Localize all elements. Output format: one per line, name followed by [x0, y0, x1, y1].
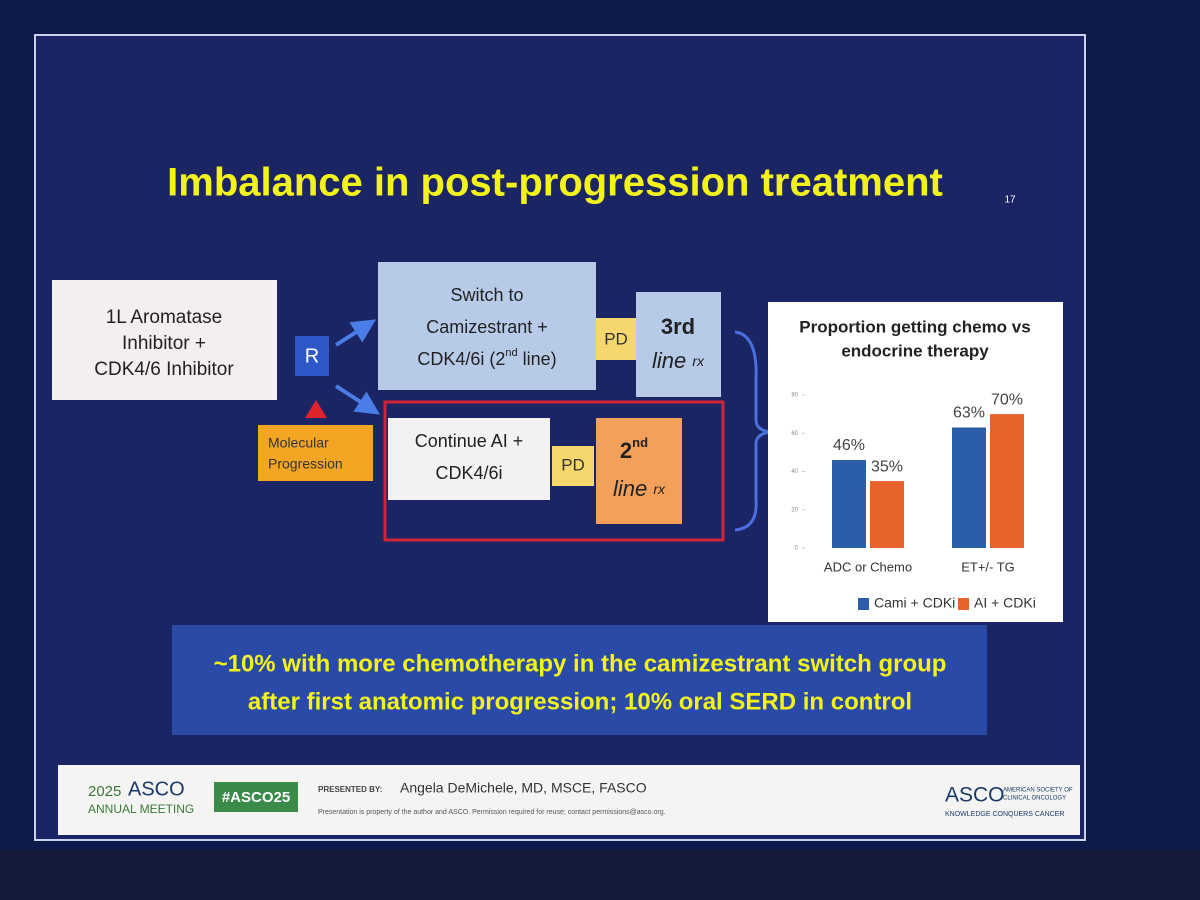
org-logo: ASCO	[945, 784, 1005, 807]
bar	[952, 427, 986, 548]
banner-text: after first anatomic progression; 10% or…	[248, 688, 912, 715]
bar	[832, 460, 866, 548]
notice: Presentation is property of the author a…	[318, 809, 666, 816]
label-part: line)	[518, 349, 557, 369]
node-label: Continue AI +	[415, 431, 524, 451]
node-label: line rx	[613, 476, 666, 501]
label-part: rx	[653, 481, 666, 497]
footer	[58, 765, 1080, 835]
value-label: 63%	[953, 405, 985, 422]
footer-year: 2025	[88, 783, 121, 800]
arrow	[334, 384, 381, 415]
hashtag-badge	[214, 782, 298, 812]
legend-swatch	[958, 598, 969, 610]
node-label: PD	[604, 329, 628, 348]
label-part: line	[652, 348, 692, 373]
chart-title: endocrine therapy	[841, 341, 989, 360]
node-label: PD	[561, 455, 585, 474]
y-tick-label: 20	[791, 507, 798, 513]
hashtag: #ASCO25	[222, 789, 290, 806]
banner-text: ~10% with more chemotherapy in the camiz…	[214, 650, 947, 677]
node-label: Camizestrant +	[426, 317, 548, 337]
footer-meeting-sub: ANNUAL MEETING	[88, 802, 194, 816]
value-label: 70%	[991, 391, 1023, 408]
slide-title: Imbalance in post-progression treatment	[167, 161, 943, 205]
pd-node	[552, 446, 594, 486]
triangle-marker	[305, 400, 327, 418]
y-tick-label: 0	[795, 546, 799, 552]
stage-floor	[0, 850, 1200, 900]
node-label: 2nd	[620, 435, 648, 462]
node-label: Progression	[268, 456, 343, 472]
x-tick-label: ET+/- TG	[961, 559, 1015, 574]
bar-chart: Proportion getting chemo vs endocrine th…	[791, 317, 1036, 610]
node-label: 3rd	[661, 314, 695, 339]
tagline: KNOWLEDGE CONQUERS CANCER	[945, 811, 1064, 818]
highlight-frame	[383, 400, 725, 542]
node-label: Inhibitor +	[122, 333, 206, 354]
node-label: CDK4/6 Inhibitor	[94, 359, 234, 380]
value-label: 35%	[871, 458, 903, 475]
node-label: Switch to	[450, 285, 523, 305]
bar	[990, 414, 1024, 548]
start-node	[52, 280, 277, 400]
legend-swatch	[858, 598, 869, 610]
third-line-node	[636, 292, 721, 397]
org-full: AMERICAN SOCIETY OF	[1003, 788, 1073, 794]
node-label: line rx	[652, 348, 705, 373]
label-part: rx	[692, 353, 705, 369]
x-tick-label: ADC or Chemo	[824, 559, 912, 574]
label-part: CDK4/6i (2	[417, 349, 505, 369]
second-line-node	[596, 418, 682, 524]
footer-meeting: ASCO	[128, 778, 185, 800]
org-full: CLINICAL ONCOLOGY	[1003, 796, 1066, 802]
pd-node	[596, 318, 636, 360]
label-part: 2	[620, 438, 632, 463]
node-label: 1L Aromatase	[106, 307, 223, 328]
presenter: Angela DeMichele, MD, MSCE, FASCO	[400, 780, 647, 796]
bar	[870, 481, 904, 548]
node-label: Molecular	[268, 435, 329, 451]
legend-label: AI + CDKi	[974, 595, 1036, 611]
y-tick-label: 60	[791, 431, 798, 437]
y-tick-label: 80	[791, 393, 798, 399]
label-part: line	[613, 476, 653, 501]
node-label: CDK4/6i (2nd line)	[417, 347, 556, 369]
superscript: nd	[632, 435, 648, 450]
molecular-node	[258, 425, 373, 481]
legend-label: Cami + CDKi	[874, 595, 955, 611]
presented-by: PRESENTED BY:	[318, 785, 382, 794]
slide-number: 17	[1004, 195, 1016, 206]
y-tick-label: 40	[791, 469, 798, 475]
node-label: CDK4/6i	[435, 463, 502, 483]
continue-node	[388, 418, 550, 500]
banner	[172, 625, 987, 735]
superscript: nd	[505, 347, 517, 359]
node-label: R	[305, 345, 319, 367]
value-label: 46%	[833, 437, 865, 454]
switch-node	[378, 262, 596, 390]
chart-title: Proportion getting chemo vs	[799, 317, 1030, 336]
arrow	[334, 319, 377, 347]
randomize-node	[295, 336, 329, 376]
